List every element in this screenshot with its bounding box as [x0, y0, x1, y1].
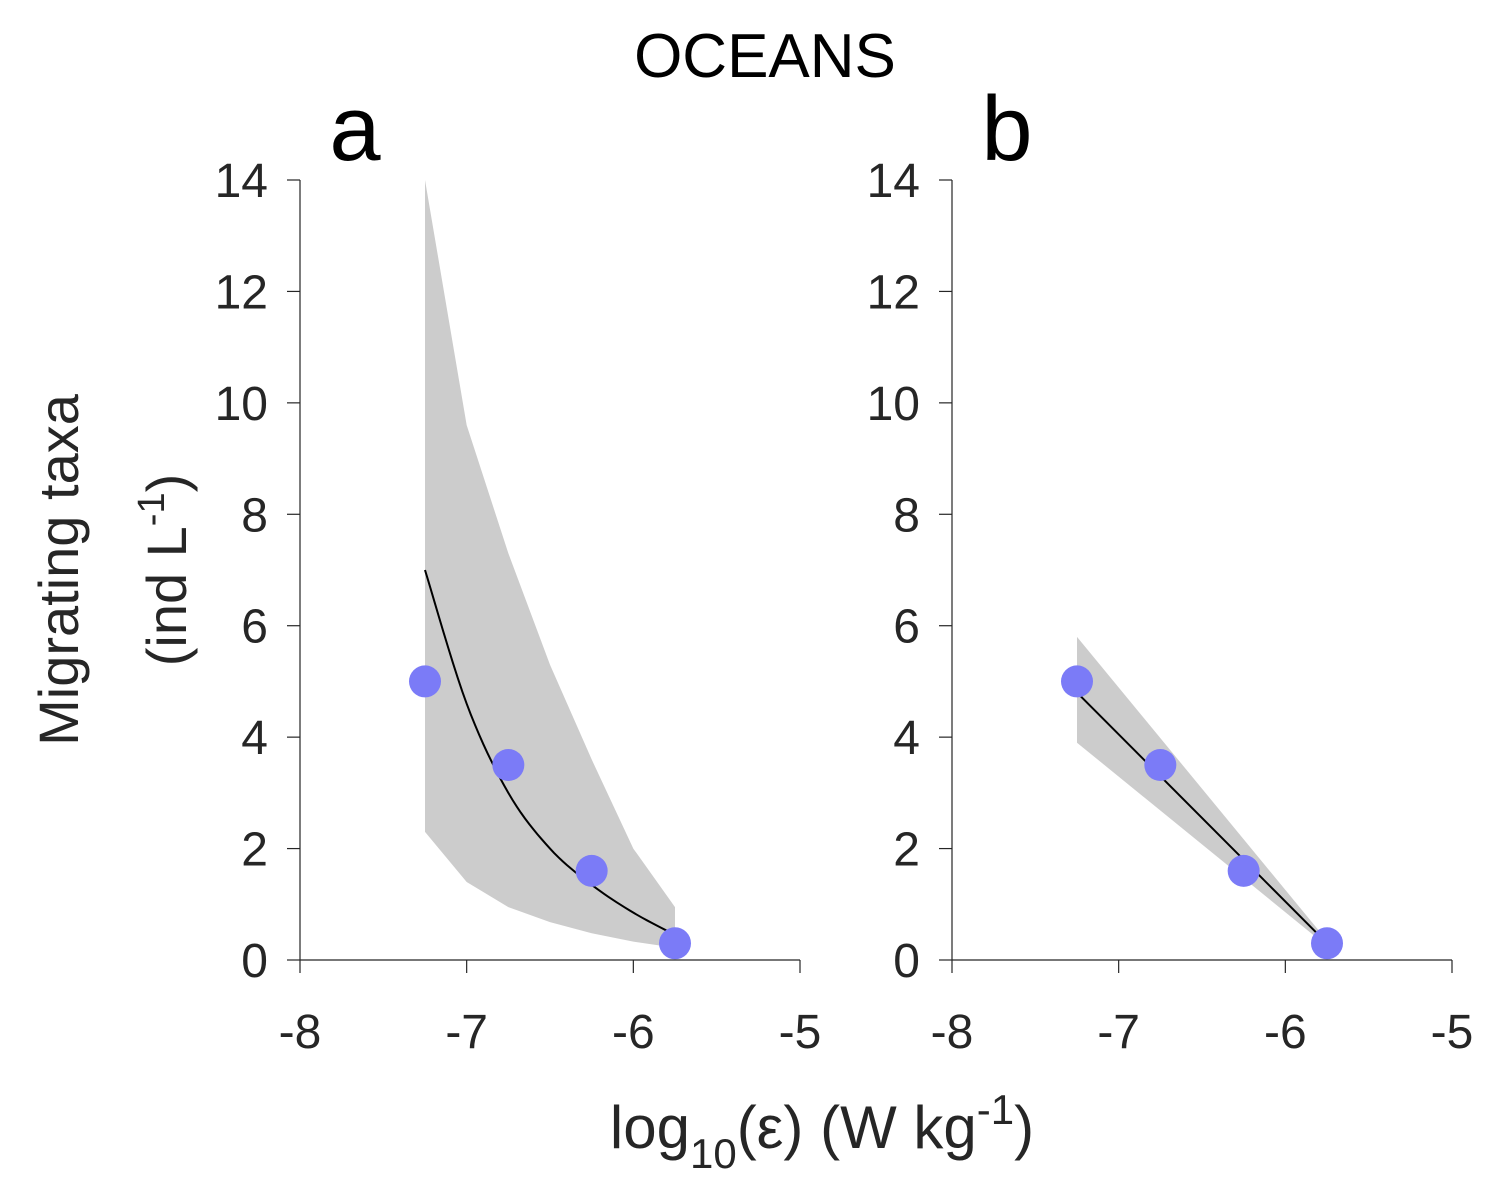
fit-line [1076, 691, 1328, 944]
x-tick-label: -5 [779, 1006, 822, 1059]
y-tick-label: 2 [241, 824, 268, 877]
data-point [1144, 749, 1177, 781]
x-tick-label: -8 [279, 1006, 322, 1059]
data-point [492, 749, 525, 781]
y-tick-label: 14 [215, 155, 268, 208]
x-axis-label: log10(ε) (W kg-1) [610, 1086, 1034, 1177]
y-tick-label: 0 [241, 935, 268, 988]
y-tick-label: 6 [241, 601, 268, 654]
panel-b: b 0 2 4 6 8 10 12 14 -8 -7 -6 -5 [867, 78, 1474, 1059]
y-tick-label: 4 [241, 712, 268, 765]
x-tick-label: -7 [445, 1006, 488, 1059]
y-tick-label: 12 [215, 266, 268, 319]
data-point [1311, 927, 1343, 960]
y-tick-label: 0 [893, 935, 920, 988]
y-tick-label: 6 [893, 601, 920, 654]
x-tick-label: -5 [1431, 1006, 1474, 1059]
confidence-band [1077, 636, 1327, 947]
y-tick-label: 8 [893, 489, 920, 542]
data-point [409, 665, 441, 698]
x-tick-label: -8 [931, 1006, 974, 1059]
x-tick-label: -7 [1097, 1006, 1140, 1059]
y-tick-label: 2 [893, 824, 920, 877]
y-tick-label: 8 [241, 489, 268, 542]
fit-line [424, 569, 676, 936]
x-tick-label: -6 [1264, 1006, 1307, 1059]
y-tick-label: 10 [867, 378, 920, 431]
y-tick-label: 12 [867, 266, 920, 319]
y-tick-label: 14 [867, 155, 920, 208]
y-axis-label: Migrating taxa (ind L-1) [27, 393, 198, 746]
data-point [659, 927, 691, 960]
y-axis-label-line1: Migrating taxa [27, 393, 90, 746]
data-point [1227, 854, 1260, 887]
figure-title: OCEANS [634, 22, 896, 91]
confidence-band [425, 180, 675, 948]
panel-label: a [329, 78, 381, 180]
data-point [1061, 665, 1093, 698]
panel-a: a 0 2 4 6 8 10 12 14 -8 -7 -6 -5 [215, 78, 822, 1059]
data-point [575, 854, 608, 887]
y-axis-label-line2: (ind L-1) [131, 474, 198, 667]
y-tick-label: 4 [893, 712, 920, 765]
x-tick-label: -6 [612, 1006, 655, 1059]
y-tick-label: 10 [215, 378, 268, 431]
panel-label: b [981, 78, 1032, 180]
